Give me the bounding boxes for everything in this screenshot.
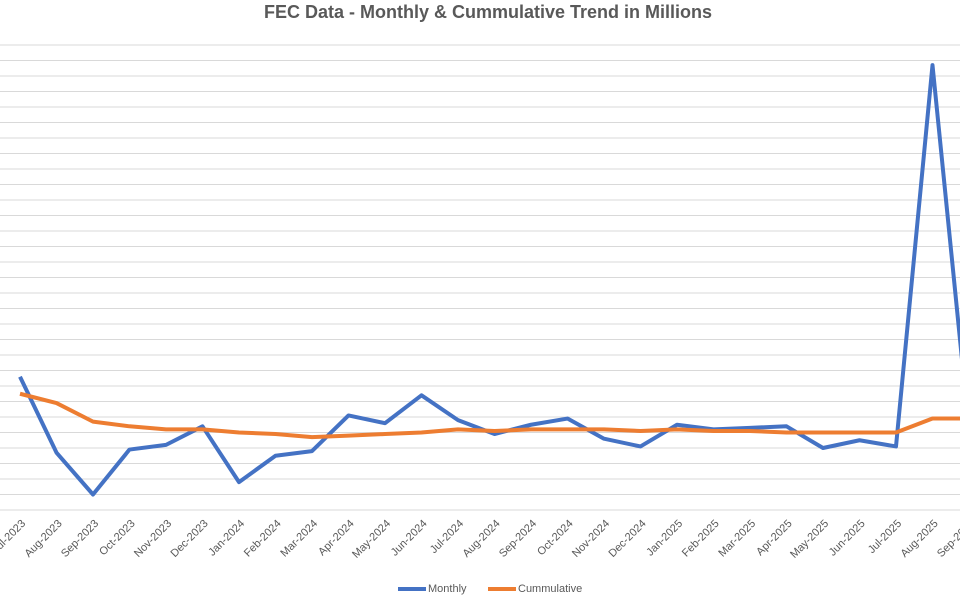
x-tick-label: Aug-2024 bbox=[460, 518, 502, 560]
series-line bbox=[19, 391, 960, 440]
x-tick-label: Dec-2023 bbox=[168, 518, 210, 560]
x-tick-label: Jun-2025 bbox=[827, 518, 868, 559]
x-tick-label: Aug-2023 bbox=[22, 518, 64, 560]
x-tick-label: Sep-2024 bbox=[497, 518, 539, 560]
x-tick-label: Sep-2023 bbox=[59, 518, 101, 560]
x-tick-label: Jan-2025 bbox=[644, 518, 685, 559]
x-tick-label: May-2024 bbox=[350, 518, 393, 561]
x-tick-label: Nov-2023 bbox=[132, 518, 174, 560]
legend-label: Monthly bbox=[428, 583, 467, 595]
x-tick-label: Aug-2025 bbox=[898, 518, 940, 560]
legend-label: Cummulative bbox=[518, 583, 582, 595]
x-tick-label: Dec-2024 bbox=[606, 518, 648, 560]
x-tick-label: Mar-2024 bbox=[278, 518, 320, 560]
x-tick-label: Mar-2025 bbox=[716, 518, 758, 560]
x-tick-label: Nov-2024 bbox=[570, 518, 612, 560]
x-tick-label: Sep-2025 bbox=[935, 518, 960, 560]
chart-title: FEC Data - Monthly & Cummulative Trend i… bbox=[264, 2, 712, 22]
x-tick-label: Feb-2025 bbox=[680, 518, 722, 560]
series-line bbox=[18, 63, 960, 497]
x-tick-label: May-2025 bbox=[788, 518, 831, 561]
x-tick-label: Feb-2024 bbox=[242, 518, 284, 560]
x-tick-label: Jan-2024 bbox=[206, 518, 247, 559]
x-tick-label: Jun-2024 bbox=[389, 518, 430, 559]
